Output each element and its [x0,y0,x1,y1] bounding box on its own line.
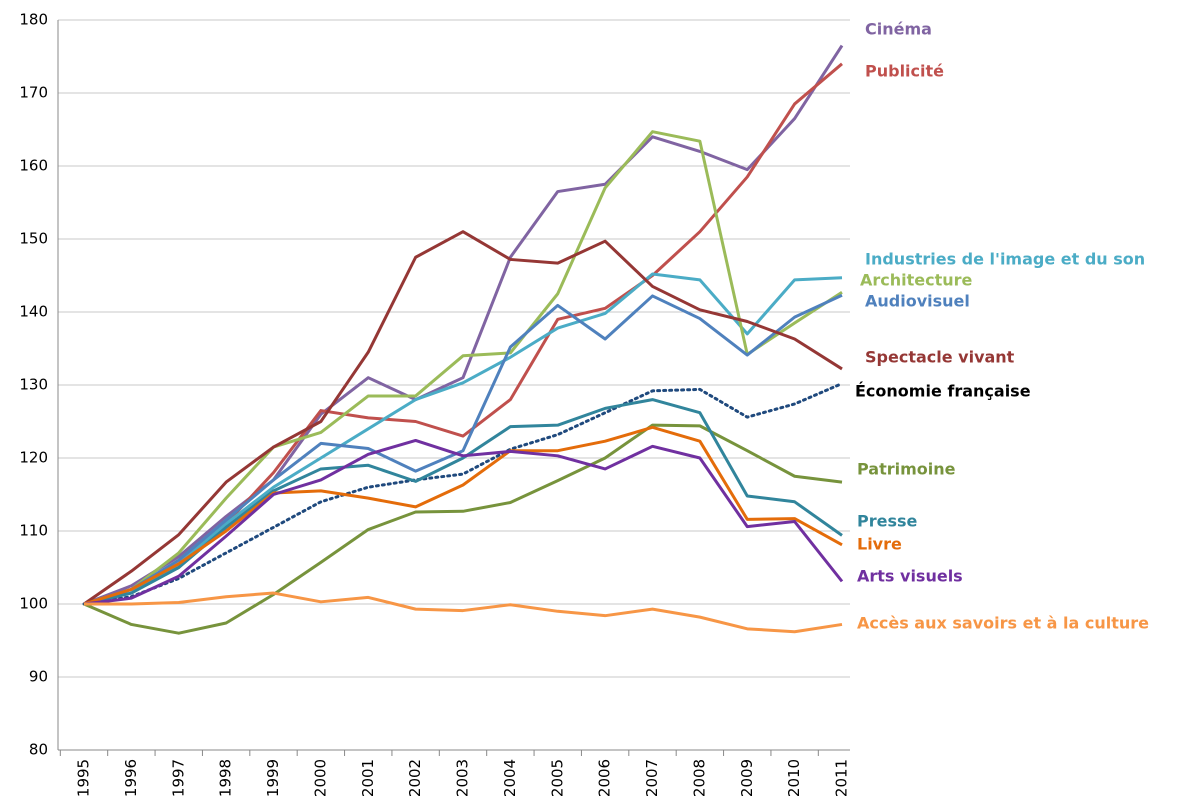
y-tick-label: 150 [19,230,48,248]
x-tick-label: 1995 [75,759,93,797]
series-label: Publicité [865,62,944,81]
series-label: Arts visuels [857,567,963,586]
x-tick-label: 1999 [264,759,282,797]
x-tick-label: 2008 [690,759,708,797]
y-tick-label: 180 [19,11,48,29]
y-tick-label: 120 [19,449,48,467]
x-tick-label: 1998 [217,759,235,797]
y-tick-label: 130 [19,376,48,394]
y-tick-label: 170 [19,84,48,102]
series-label: Industries de l'image et du son [865,250,1145,269]
series-label: Cinéma [865,20,932,39]
x-tick-label: 2007 [643,759,661,797]
series-line [84,591,843,634]
series-label: Presse [857,512,918,531]
series-line [83,425,843,606]
x-tick-label: 2005 [548,759,566,797]
x-tick-label: 2001 [359,759,377,797]
series-line [83,44,844,606]
series-label: Spectacle vivant [865,348,1015,367]
series-line [83,438,844,606]
x-tick-label: 2003 [454,759,472,797]
series-line [83,62,843,606]
x-tick-label: 2011 [833,759,851,797]
series-line [83,130,843,606]
y-tick-label: 80 [29,741,48,759]
series-line [83,230,843,606]
series-label: Accès aux savoirs et à la culture [857,614,1149,633]
series-line [82,382,844,606]
series-line [83,293,843,606]
y-tick-label: 110 [19,522,48,540]
series-label: Livre [857,535,902,554]
series-line [83,423,843,635]
series-label: Patrimoine [857,460,956,479]
x-tick-label: 1997 [169,759,187,797]
x-tick-label: 2006 [596,759,614,797]
x-tick-label: 1996 [122,759,140,797]
y-tick-label: 160 [19,157,48,175]
series-label: Économie française [855,382,1031,401]
y-tick-label: 140 [19,303,48,321]
x-tick-label: 2009 [738,759,756,797]
series-line [83,272,843,606]
x-tick-label: 2004 [501,759,519,797]
y-tick-label: 100 [19,595,48,613]
y-tick-label: 90 [29,668,48,686]
series-label: Architecture [860,271,973,290]
x-tick-label: 2010 [785,759,803,797]
x-tick-label: 2000 [311,759,329,797]
series-label: Audiovisuel [865,292,970,311]
x-tick-label: 2002 [406,759,424,797]
